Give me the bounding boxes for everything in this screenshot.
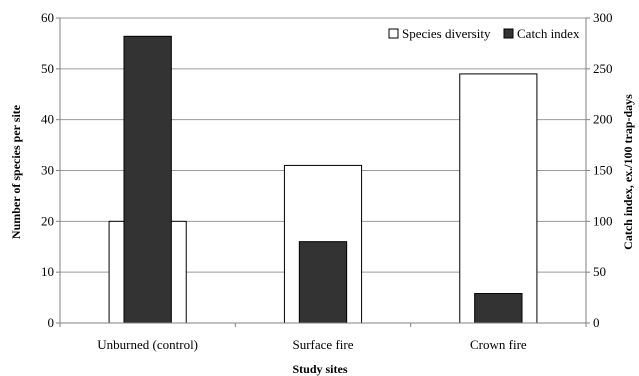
bar-catch-index — [474, 293, 523, 324]
x-tick-label: Unburned (control) — [97, 337, 198, 352]
y-left-tick-label: 30 — [41, 163, 54, 178]
y-left-tick-label: 10 — [41, 264, 54, 279]
axes — [56, 17, 590, 327]
y-right-tick-label: 50 — [593, 264, 606, 279]
y-right-tick-label: 200 — [593, 112, 613, 127]
y-left-tick-label: 20 — [41, 213, 54, 228]
y-right-tick-label: 300 — [593, 10, 613, 25]
legend-label-catch-index: Catch index — [517, 26, 580, 41]
legend-swatch-species-diversity — [388, 28, 399, 39]
y-left-axis-title: Number of species per site — [9, 104, 23, 239]
y-left-tick-label: 60 — [41, 10, 54, 25]
legend: Species diversity Catch index — [388, 26, 580, 41]
y-left-tick-label: 40 — [41, 112, 54, 127]
y-right-tick-label: 0 — [593, 315, 600, 330]
y-right-tick-label: 250 — [593, 61, 613, 76]
bar-species-diversity — [459, 73, 538, 324]
y-left-tick-label: 50 — [41, 61, 54, 76]
y-right-tick-label: 100 — [593, 213, 613, 228]
legend-label-species-diversity: Species diversity — [402, 26, 491, 41]
x-tick-label: Surface fire — [293, 337, 354, 352]
tick-labels: 0 10 20 30 40 50 60 0 50 100 150 200 250 300 Unburned … — [41, 10, 613, 352]
x-tick-label: Crown fire — [470, 337, 527, 352]
legend-swatch-catch-index — [503, 28, 514, 39]
y-right-tick-label: 150 — [593, 163, 613, 178]
y-left-tick-label: 0 — [48, 315, 55, 330]
x-axis-title: Study sites — [292, 362, 347, 376]
y-right-axis-title: Catch index, ex./100 trap-days — [621, 94, 635, 250]
bar-catch-index — [298, 241, 348, 324]
bar-catch-index — [123, 35, 172, 324]
bars — [108, 35, 538, 324]
